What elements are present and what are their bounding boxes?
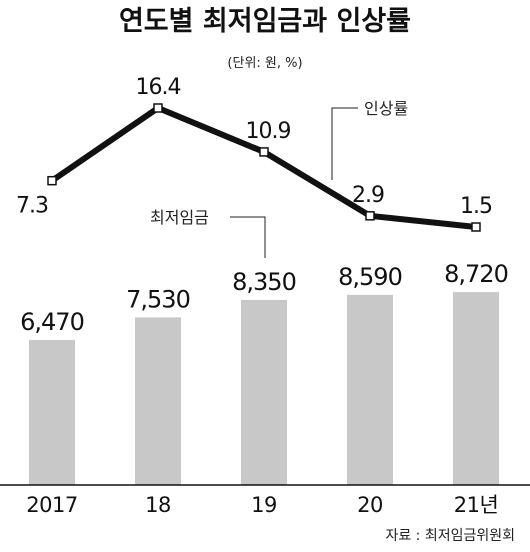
line-value-label: 1.5	[460, 194, 492, 219]
bar-2	[241, 299, 287, 485]
bar-3	[347, 294, 393, 485]
bar-value-labels: 6,470 7,530 8,350 8,590 8,720	[20, 260, 509, 336]
bar-series	[29, 292, 499, 485]
line-marker	[47, 175, 57, 186]
x-tick-label: 21년	[454, 493, 499, 517]
bar-value-label: 6,470	[20, 308, 84, 336]
x-tick-label: 20	[357, 493, 383, 517]
line-series-label: 인상률	[364, 99, 408, 118]
line-value-label: 10.9	[246, 119, 291, 144]
x-tick-labels: 2017 18 19 20 21년	[26, 493, 499, 517]
x-tick-label: 2017	[26, 493, 77, 517]
bar-0	[29, 339, 75, 485]
line-value-labels: 7.3 16.4 10.9 2.9 1.5	[16, 75, 493, 219]
chart-title: 연도별 최저임금과 인상률	[119, 6, 411, 37]
unit-label: (단위: 원, %)	[227, 56, 302, 71]
line-marker	[153, 103, 163, 113]
bar-value-label: 8,720	[444, 260, 508, 288]
bar-series-callout: 최저임금	[150, 208, 266, 258]
x-tick-label: 19	[251, 493, 277, 517]
bar-value-label: 7,530	[126, 285, 190, 313]
line-marker	[259, 147, 269, 157]
line-value-label: 2.9	[352, 183, 384, 208]
bar-4	[453, 292, 499, 485]
line-marker	[471, 222, 481, 232]
x-tick-label: 18	[145, 493, 171, 517]
line-value-label: 16.4	[136, 75, 181, 100]
bar-1	[135, 317, 181, 485]
line-value-label: 7.3	[16, 194, 48, 219]
line-series-callout: 인상률	[331, 99, 408, 180]
bar-value-label: 8,350	[232, 268, 296, 296]
source-note: 자료 : 최저임금위원회	[385, 528, 515, 544]
line-marker	[365, 211, 375, 221]
line-series	[47, 103, 481, 232]
bar-series-label: 최저임금	[150, 208, 209, 227]
bar-value-label: 8,590	[338, 263, 402, 291]
